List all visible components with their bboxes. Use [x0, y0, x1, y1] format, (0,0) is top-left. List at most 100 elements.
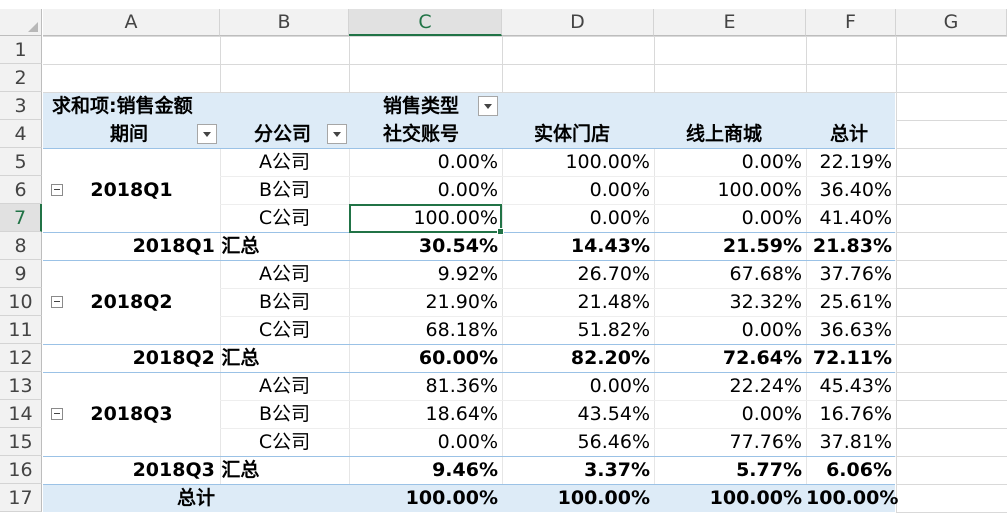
collapse-group-button[interactable]	[51, 408, 63, 420]
gridline-h	[896, 120, 1007, 121]
row-field2-filter-button[interactable]	[327, 124, 347, 144]
column-header-a[interactable]: A	[43, 9, 220, 36]
row-header-7[interactable]: 7	[0, 204, 42, 232]
subtotal-top-border	[43, 344, 895, 345]
pivot-value-cell[interactable]: 37.81%	[819, 431, 892, 453]
pivot-col-header: 实体门店	[534, 123, 611, 145]
pivot-grand-total-cell[interactable]: 100.00%	[806, 487, 899, 509]
pivot-subtotal-cell[interactable]: 30.54%	[418, 235, 498, 257]
row-header-8[interactable]: 8	[0, 232, 42, 260]
gridline-h	[896, 288, 1007, 289]
pivot-value-cell[interactable]: 26.70%	[577, 263, 650, 285]
pivot-value-cell[interactable]: 0.00%	[589, 375, 650, 397]
pivot-period-label: 2018Q3	[90, 403, 173, 425]
pivot-value-cell[interactable]: 18.64%	[425, 403, 498, 425]
pivot-value-cell[interactable]: 41.40%	[819, 207, 892, 229]
row-header-14[interactable]: 14	[0, 400, 42, 428]
gridline-h	[896, 512, 1007, 513]
column-header-e[interactable]: E	[654, 9, 806, 36]
row-header-12[interactable]: 12	[0, 344, 42, 372]
pivot-value-cell[interactable]: 0.00%	[437, 179, 498, 201]
pivot-value-cell[interactable]: 9.92%	[437, 263, 498, 285]
pivot-subtotal-cell[interactable]: 9.46%	[432, 459, 498, 481]
pivot-value-cell[interactable]: 0.00%	[741, 403, 802, 425]
row-header-2[interactable]: 2	[0, 64, 42, 92]
collapse-group-button[interactable]	[51, 184, 63, 196]
pivot-subtotal-cell[interactable]: 14.43%	[570, 235, 650, 257]
pivot-value-cell[interactable]: 68.18%	[425, 319, 498, 341]
column-header-d[interactable]: D	[502, 9, 654, 36]
pivot-subtotal-cell[interactable]: 21.83%	[812, 235, 892, 257]
pivot-subtotal-label: 2018Q3 汇总	[132, 459, 260, 481]
row-header-13[interactable]: 13	[0, 372, 42, 400]
pivot-value-cell[interactable]: 51.82%	[577, 319, 650, 341]
row-header-17[interactable]: 17	[0, 484, 42, 512]
row-header-3[interactable]: 3	[0, 92, 42, 120]
pivot-value-cell[interactable]: 21.48%	[577, 291, 650, 313]
row-header-15[interactable]: 15	[0, 428, 42, 456]
pivot-value-cell[interactable]: 22.19%	[819, 151, 892, 173]
pivot-value-cell[interactable]: 81.36%	[425, 375, 498, 397]
pivot-company-label: C公司	[258, 431, 311, 453]
pivot-value-cell[interactable]: 36.63%	[819, 319, 892, 341]
pivot-value-cell[interactable]: 100.00%	[717, 179, 802, 201]
pivot-subtotal-cell[interactable]: 82.20%	[570, 347, 650, 369]
pivot-value-cell[interactable]: 100.00%	[565, 151, 650, 173]
pivot-value-cell[interactable]: 0.00%	[741, 207, 802, 229]
pivot-grand-total-cell[interactable]: 100.00%	[405, 487, 498, 509]
pivot-value-cell[interactable]: 100.00%	[413, 207, 498, 229]
select-all-corner[interactable]	[0, 9, 42, 36]
pivot-subtotal-cell[interactable]: 72.11%	[812, 347, 892, 369]
pivot-value-cell[interactable]: 0.00%	[741, 151, 802, 173]
pivot-value-cell[interactable]: 67.68%	[729, 263, 802, 285]
pivot-company-label: C公司	[258, 207, 311, 229]
row-header-1[interactable]: 1	[0, 36, 42, 64]
pivot-value-cell[interactable]: 0.00%	[437, 431, 498, 453]
gridline-h	[896, 64, 1007, 65]
pivot-subtotal-cell[interactable]: 60.00%	[418, 347, 498, 369]
pivot-value-cell[interactable]: 25.61%	[819, 291, 892, 313]
column-header-b[interactable]: B	[220, 9, 349, 36]
row-header-10[interactable]: 10	[0, 288, 42, 316]
pivot-value-cell[interactable]: 22.24%	[729, 375, 802, 397]
pivot-grand-total-cell[interactable]: 100.00%	[557, 487, 650, 509]
pivot-value-cell[interactable]: 0.00%	[741, 319, 802, 341]
row-field1-filter-button[interactable]	[197, 124, 217, 144]
pivot-subtotal-cell[interactable]: 21.59%	[722, 235, 802, 257]
pivot-value-cell[interactable]: 16.76%	[819, 403, 892, 425]
pivot-value-cell[interactable]: 45.43%	[819, 375, 892, 397]
pivot-value-cell[interactable]: 32.32%	[729, 291, 802, 313]
column-header-f[interactable]: F	[806, 9, 896, 36]
row-header-4[interactable]: 4	[0, 120, 42, 148]
pivot-subtotal-cell[interactable]: 5.77%	[736, 459, 802, 481]
pivot-value-cell[interactable]: 37.76%	[819, 263, 892, 285]
pivot-value-cell[interactable]: 0.00%	[589, 179, 650, 201]
column-header-g[interactable]: G	[896, 9, 1007, 36]
pivot-subtotal-label: 2018Q2 汇总	[132, 347, 260, 369]
pivot-company-label: B公司	[258, 403, 311, 425]
pivot-value-cell[interactable]: 43.54%	[577, 403, 650, 425]
pivot-grand-total-cell[interactable]: 100.00%	[709, 487, 802, 509]
active-cell-selection[interactable]	[349, 204, 504, 235]
pivot-value-cell[interactable]: 21.90%	[425, 291, 498, 313]
pivot-subtotal-cell[interactable]: 3.37%	[584, 459, 650, 481]
pivot-subtotal-cell[interactable]: 6.06%	[826, 459, 892, 481]
pivot-value-cell[interactable]: 77.76%	[729, 431, 802, 453]
col-field-filter-button[interactable]	[478, 96, 498, 116]
row-header-16[interactable]: 16	[0, 456, 42, 484]
pivot-subtotal-cell[interactable]: 72.64%	[722, 347, 802, 369]
collapse-group-button[interactable]	[51, 296, 63, 308]
pivot-value-cell[interactable]: 36.40%	[819, 179, 892, 201]
row-header-9[interactable]: 9	[0, 260, 42, 288]
pivot-company-label: B公司	[258, 291, 311, 313]
row-header-6[interactable]: 6	[0, 176, 42, 204]
pivot-value-cell[interactable]: 0.00%	[589, 207, 650, 229]
pivot-value-cell[interactable]: 0.00%	[437, 151, 498, 173]
column-header-c[interactable]: C	[349, 9, 502, 36]
pivot-value-cell[interactable]: 56.46%	[577, 431, 650, 453]
row-header-5[interactable]: 5	[0, 148, 42, 176]
gridline-h	[896, 36, 1007, 37]
row-header-11[interactable]: 11	[0, 316, 42, 344]
gridline-h	[896, 92, 1007, 93]
